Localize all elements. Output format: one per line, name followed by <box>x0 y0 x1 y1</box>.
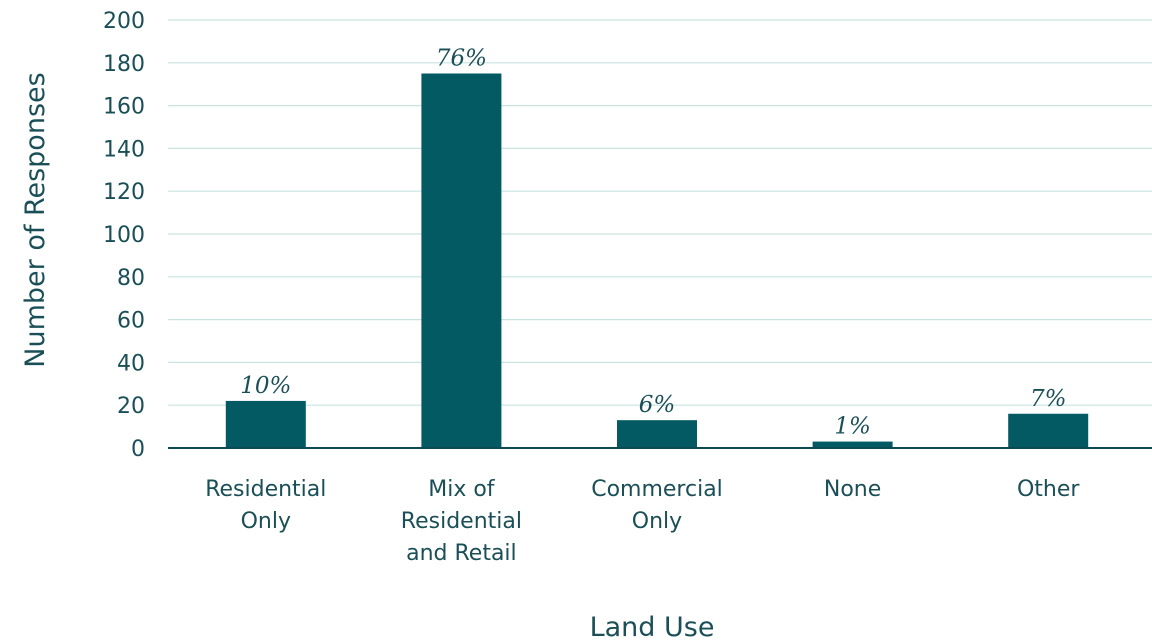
bar <box>617 420 697 448</box>
y-tick-label: 100 <box>103 223 145 248</box>
bar <box>421 73 502 448</box>
x-category-label: None <box>824 477 881 502</box>
x-category-label: Mix of Residential and Retail <box>401 477 522 566</box>
y-tick-label: 140 <box>103 137 145 162</box>
x-category-label: Residential Only <box>205 477 326 534</box>
y-tick-label: 120 <box>103 180 145 205</box>
bar <box>1008 413 1089 448</box>
x-axis-title: Land Use <box>590 612 715 642</box>
y-tick-label: 160 <box>103 95 145 120</box>
data-label: 76% <box>436 46 487 72</box>
data-label: 6% <box>639 392 676 418</box>
y-tick-label: 180 <box>103 52 145 77</box>
y-axis-title: Number of Responses <box>20 72 51 367</box>
data-label: 7% <box>1030 386 1067 412</box>
y-tick-label: 0 <box>131 437 145 462</box>
data-label: 1% <box>834 414 871 440</box>
x-category-label: Other <box>1017 477 1080 502</box>
data-label: 10% <box>240 373 291 399</box>
y-tick-label: 80 <box>117 266 145 291</box>
data-labels: 10% 76% 6% 1% 7% <box>240 46 1066 440</box>
y-tick-label: 60 <box>117 309 145 334</box>
gridlines <box>168 19 1152 406</box>
y-tick-label: 40 <box>117 351 145 376</box>
bars <box>225 73 1089 448</box>
y-tick-label: 200 <box>103 9 145 34</box>
bar <box>225 400 306 448</box>
x-axis-category-labels: Residential Only Mix of Residential and Reta… <box>205 477 1080 566</box>
bar <box>812 441 893 448</box>
y-axis-ticks: 0 20 40 60 80 100 120 140 160 180 200 <box>103 9 145 462</box>
y-tick-label: 20 <box>117 394 145 419</box>
x-category-label: Commercial Only <box>591 477 723 534</box>
